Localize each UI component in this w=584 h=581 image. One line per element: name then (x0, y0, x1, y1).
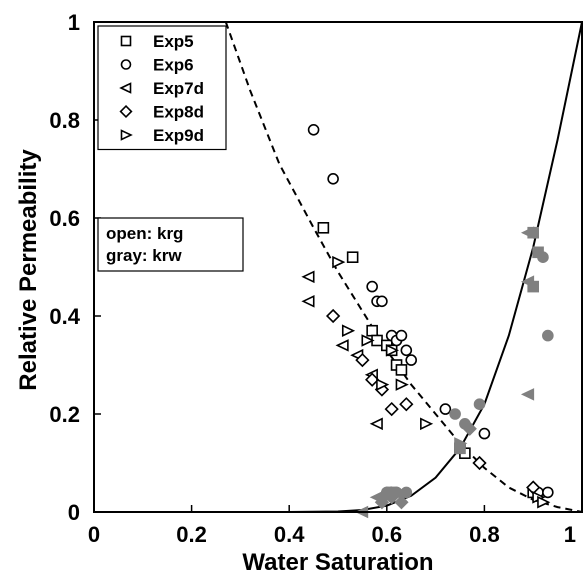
Exp6-krg-point (327, 173, 339, 185)
Exp9d-krg-point (395, 378, 409, 391)
Exp6-krg-point (439, 403, 452, 415)
Exp5-krg-point (346, 251, 359, 263)
note-text: open: krg (106, 224, 183, 243)
Exp6-krg-point (307, 124, 320, 136)
Exp5-krg-point (366, 324, 378, 337)
Exp5-krg-point (317, 222, 330, 234)
Exp6-krg-point (366, 280, 378, 293)
Exp6-krg-point (478, 427, 491, 440)
Exp9d-krg-point (332, 255, 346, 269)
legend-marker-Exp6 (120, 59, 132, 70)
Exp9d-krw-point (390, 486, 404, 499)
Exp8d-krw-point (462, 421, 477, 436)
Exp9d-krg-point (420, 417, 434, 431)
Exp8d-krg-point (325, 308, 341, 324)
x-tick-label: 0.4 (274, 522, 305, 547)
Exp7d-krg-point (369, 417, 383, 431)
Exp9d-krw-point (380, 491, 395, 504)
Exp6-krw-point (473, 398, 486, 411)
axes-layer: 0 0.2 0.4 0.6 0.8 1 0 0.2 0.4 0.6 0.8 1 (49, 10, 583, 547)
Exp7d-krg-point (301, 270, 315, 284)
x-tick-label: 0.6 (372, 522, 403, 547)
x-tick-label: 0 (88, 522, 100, 547)
Exp8d-krg-point (472, 455, 487, 471)
legend-marker-Exp9d (120, 129, 133, 141)
y-tick-label: 0.2 (49, 402, 80, 427)
legend-label: Exp9d (153, 126, 204, 145)
curves-layer (224, 21, 583, 513)
Exp7d-krg-point (301, 295, 315, 308)
Exp8d-krg-point (365, 372, 380, 387)
Exp6-krw-point (537, 251, 549, 264)
note-box (97, 217, 244, 272)
y-tick-label: 0.4 (49, 304, 80, 329)
legend-label: Exp8d (153, 103, 204, 122)
Exp7d-krw-point (520, 226, 535, 239)
y-tick-label: 1 (68, 10, 80, 35)
points-layer (301, 124, 554, 519)
Exp7d-krw-point (520, 275, 535, 288)
legend: Exp5 Exp6 Exp7d Exp8d Exp9d (97, 25, 227, 151)
note-text: gray: krw (106, 246, 182, 265)
Exp9d-krg-point (361, 334, 375, 347)
x-tick-label: 1 (564, 522, 576, 547)
legend-marker-Exp7d (119, 82, 132, 94)
Exp9d-krg-point (376, 378, 390, 391)
Exp9d-krg-point (537, 495, 551, 509)
krg-curve (224, 21, 583, 513)
Exp6-krw-point (449, 408, 461, 420)
Exp6-krg-point (400, 344, 413, 357)
x-tick-label: 0.2 (176, 522, 207, 547)
Exp6-krg-point (405, 354, 418, 366)
Exp9d-krg-point (385, 344, 400, 357)
Exp8d-krg-point (399, 397, 414, 412)
Exp7d-krg-point (335, 339, 349, 352)
Exp5-krg-point (395, 364, 408, 376)
Exp9d-krg-point (341, 324, 356, 337)
color-note-box: open: krg gray: krw (97, 217, 244, 272)
legend-marker-Exp5 (120, 35, 132, 47)
x-axis-label: Water Saturation (242, 549, 433, 576)
x-tick-label: 0.8 (469, 522, 500, 547)
Exp8d-krg-point (384, 401, 399, 417)
legend-box (97, 25, 227, 151)
y-tick-label: 0.8 (49, 108, 80, 133)
plot-frame (93, 21, 583, 513)
Exp6-krg-point (395, 329, 408, 342)
y-tick-label: 0 (68, 500, 80, 525)
Exp6-krg-point (542, 486, 554, 499)
Exp8d-krg-point (355, 352, 370, 368)
Exp6-krw-point (542, 329, 554, 342)
legend-label: Exp6 (153, 56, 194, 75)
y-tick-label: 0.6 (49, 206, 80, 231)
Exp8d-krw-point (394, 495, 409, 510)
legend-marker-Exp8d (119, 104, 133, 119)
Exp6-krg-point (376, 295, 388, 308)
Exp9d-krw-point (454, 437, 468, 450)
legend-label: Exp5 (153, 32, 194, 51)
Exp7d-krw-point (520, 388, 535, 401)
legend-label: Exp7d (153, 79, 204, 98)
y-axis-label: Relative Permeability (15, 149, 42, 391)
